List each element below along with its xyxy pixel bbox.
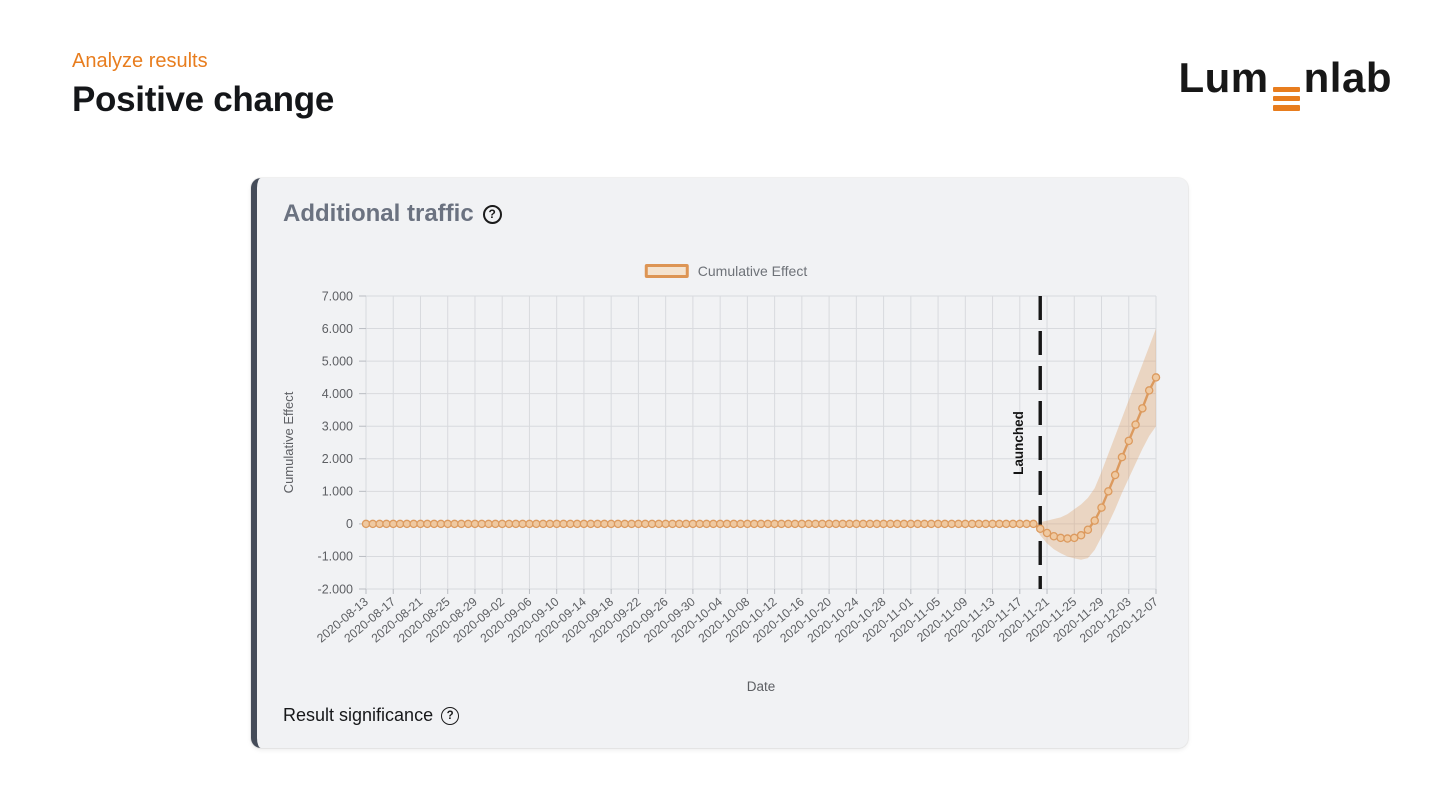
launch-marker-label: Launched [1011, 411, 1026, 475]
series-markers [361, 373, 1161, 543]
cumulative-effect-chart: Launched 7.000 6.000 5.000 4.000 3.000 2.000 1.… [281, 289, 1161, 694]
additional-traffic-card: Additional traffic ? Cumulative Effect L… [251, 178, 1188, 748]
svg-text:6.000: 6.000 [322, 322, 353, 336]
svg-text:1.000: 1.000 [322, 485, 353, 499]
confidence-band [1033, 328, 1156, 560]
svg-text:-2.000: -2.000 [318, 582, 353, 596]
svg-text:5.000: 5.000 [322, 354, 353, 368]
tick-marks [359, 295, 1157, 594]
y-axis-title: Cumulative Effect [281, 391, 296, 493]
result-significance-label: Result significance [283, 705, 434, 725]
top-bar: Analyze results Positive change Lum nlab [0, 0, 1440, 120]
logo-text-prefix: Lum [1178, 54, 1269, 101]
svg-text:0: 0 [346, 517, 353, 531]
x-axis-title: Date [747, 679, 776, 694]
chart-area: Launched 7.000 6.000 5.000 4.000 3.000 2.000 1.… [257, 288, 1188, 700]
logo-text-suffix: nlab [1303, 54, 1392, 101]
card-title-row: Additional traffic ? [283, 200, 502, 228]
help-icon[interactable]: ? [441, 706, 460, 725]
legend-cumulative-effect[interactable]: Cumulative Effect [644, 263, 808, 279]
page-title: Positive change [72, 80, 334, 119]
headings: Analyze results Positive change [72, 50, 334, 120]
svg-text:-1.000: -1.000 [318, 550, 353, 564]
card-title: Additional traffic [283, 200, 474, 227]
logo-e-bars-icon [1272, 86, 1300, 111]
series-line [366, 376, 1158, 540]
svg-text:4.000: 4.000 [322, 387, 353, 401]
logo: Lum nlab [1179, 54, 1393, 111]
help-icon[interactable]: ? [482, 204, 502, 224]
gridlines [365, 295, 1157, 590]
svg-text:2.000: 2.000 [322, 452, 353, 466]
legend-label: Cumulative Effect [697, 263, 808, 279]
legend-swatch-icon [644, 264, 689, 278]
svg-text:3.000: 3.000 [322, 420, 353, 434]
svg-text:7.000: 7.000 [322, 289, 353, 303]
card-footer-row: Result significance ? [283, 705, 460, 726]
eyebrow-label: Analyze results [72, 50, 208, 72]
